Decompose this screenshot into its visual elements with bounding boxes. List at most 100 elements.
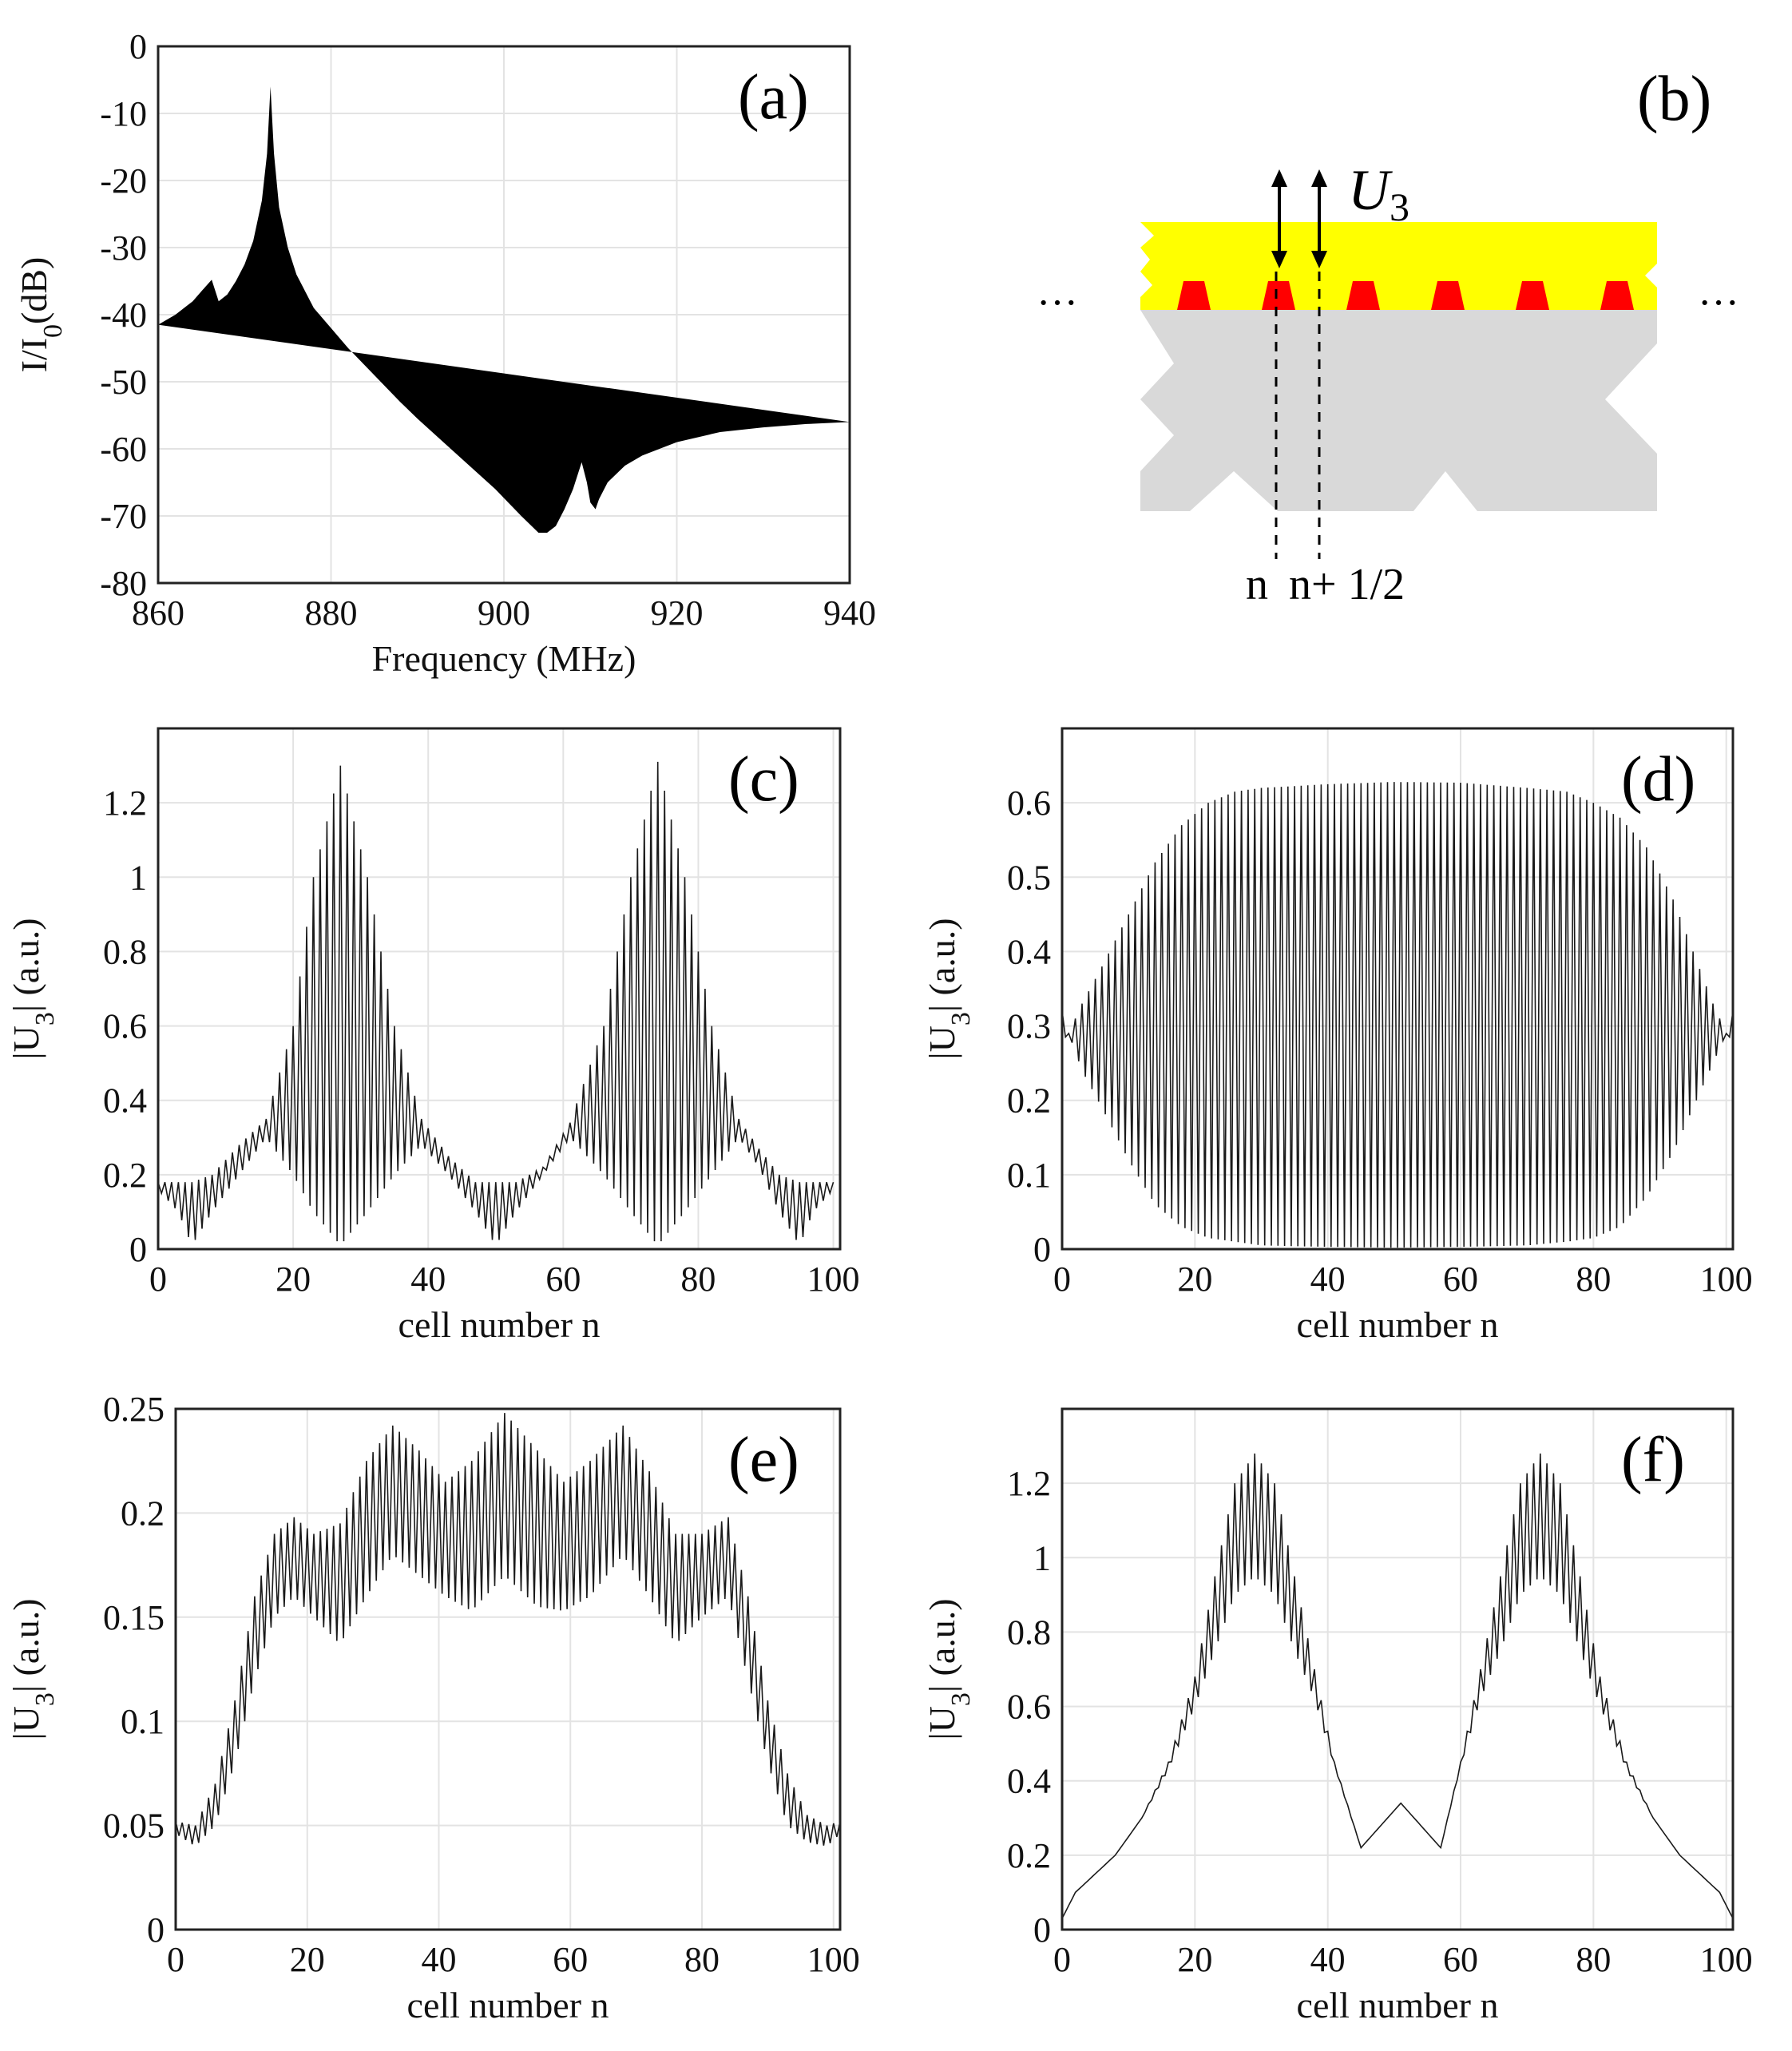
x-tick-label: 940 xyxy=(823,593,876,633)
y-tick-label: 1 xyxy=(1033,1538,1051,1577)
label-n: n xyxy=(1246,560,1268,609)
panel-c-series-line xyxy=(157,761,835,1242)
panel-d-y-axis-label: |U3| (a.u.) xyxy=(922,918,976,1059)
x-tick-label: 100 xyxy=(1700,1940,1753,1979)
panel-e-plot-frame xyxy=(174,1407,842,1931)
x-tick-label: 0 xyxy=(1053,1260,1071,1299)
panel-d-series-line xyxy=(1061,782,1734,1248)
y-tick-label: -60 xyxy=(100,430,147,469)
y-tick-label: 0.4 xyxy=(1007,1762,1051,1801)
x-tick-label: 60 xyxy=(553,1940,588,1979)
y-tick-label: -20 xyxy=(100,161,147,200)
y-tick-label: -50 xyxy=(100,363,147,402)
panel-c-x-axis-label: cell number n xyxy=(398,1304,601,1345)
x-tick-label: 20 xyxy=(1177,1260,1212,1299)
piezo-top-layer xyxy=(1140,222,1657,310)
left-ellipsis: ··· xyxy=(1037,280,1078,326)
y-tick-label: -40 xyxy=(100,296,147,335)
x-tick-label: 40 xyxy=(410,1260,446,1299)
panel-f-plot-frame xyxy=(1061,1407,1735,1931)
x-tick-label: 100 xyxy=(1700,1260,1753,1299)
y-tick-label: 0.2 xyxy=(121,1494,165,1533)
electrode xyxy=(1346,281,1380,310)
y-tick-label: 0.4 xyxy=(1007,932,1051,971)
x-tick-label: 880 xyxy=(305,593,358,633)
x-tick-label: 20 xyxy=(290,1940,325,1979)
panel-a-chart: 860 880 900 920 940 0 -10 -20 -30 -40 -50 -60 -70 -8… xyxy=(14,27,876,679)
right-ellipsis: ··· xyxy=(1698,280,1739,326)
panel-a-x-axis-label: Frequency (MHz) xyxy=(372,638,636,679)
panel-c-chart: 0 20 40 60 80 100 0 0.2 0.4 0.6 0.8 1 1.2 cell numbe… xyxy=(6,727,860,1345)
panel-c-y-axis-label: |U3| (a.u.) xyxy=(6,918,60,1059)
x-tick-label: 920 xyxy=(651,593,704,633)
panel-f-x-axis-label: cell number n xyxy=(1297,1985,1499,2025)
x-tick-label: 900 xyxy=(478,593,530,633)
y-tick-label: 0.8 xyxy=(1007,1613,1051,1652)
electrode xyxy=(1262,281,1295,310)
y-tick-label: 0 xyxy=(1033,1230,1051,1269)
y-tick-label: -30 xyxy=(100,228,147,268)
x-tick-label: 0 xyxy=(1053,1940,1071,1979)
panel-d-x-axis-label: cell number n xyxy=(1297,1304,1499,1345)
electrode xyxy=(1600,281,1634,310)
y-tick-label: -80 xyxy=(100,564,147,603)
y-tick-label: 0 xyxy=(129,1230,147,1269)
panel-f-y-axis-label: |U3| (a.u.) xyxy=(922,1598,976,1740)
panel-f-label: (f) xyxy=(1621,1425,1685,1495)
panel-a-y-axis-label: I/I0(dB) xyxy=(14,257,68,373)
y-tick-label: -10 xyxy=(100,94,147,133)
panel-e-series-line xyxy=(175,1413,841,1846)
x-tick-label: 860 xyxy=(132,593,184,633)
panel-f-chart: 0 20 40 60 80 100 0 0.2 0.4 0.6 0.8 1 1.2 cell numbe… xyxy=(922,1407,1753,2025)
y-tick-label: 1.2 xyxy=(103,784,147,823)
panel-d-label: (d) xyxy=(1621,744,1695,815)
panel-c-label: (c) xyxy=(728,744,799,815)
panel-a-label: (a) xyxy=(738,62,809,133)
y-tick-label: 1 xyxy=(129,858,147,897)
displacement-arrow-n xyxy=(1271,169,1287,268)
x-tick-label: 80 xyxy=(684,1940,720,1979)
y-tick-label: 1.2 xyxy=(1007,1464,1051,1503)
x-tick-label: 80 xyxy=(680,1260,716,1299)
panel-c-plot-frame xyxy=(157,727,842,1251)
y-tick-label: 0.8 xyxy=(103,932,147,971)
panel-a-plot-frame xyxy=(157,45,851,585)
electrode xyxy=(1516,281,1549,310)
x-tick-label: 0 xyxy=(149,1260,167,1299)
x-tick-label: 40 xyxy=(1310,1940,1346,1979)
y-tick-label: 0 xyxy=(1033,1910,1051,1950)
y-tick-label: -70 xyxy=(100,497,147,536)
x-tick-label: 80 xyxy=(1576,1940,1611,1979)
x-tick-label: 20 xyxy=(1177,1940,1212,1979)
x-tick-label: 60 xyxy=(545,1260,581,1299)
panel-e-x-axis-label: cell number n xyxy=(407,1985,609,2025)
y-tick-label: 0.15 xyxy=(103,1598,165,1637)
y-tick-label: 0.2 xyxy=(103,1156,147,1195)
electrode-array xyxy=(1177,281,1634,310)
displacement-arrow-n-half xyxy=(1311,169,1327,268)
x-tick-label: 100 xyxy=(807,1940,860,1979)
y-tick-label: 0.4 xyxy=(103,1081,147,1121)
x-tick-label: 60 xyxy=(1443,1260,1478,1299)
panel-b-diagram: U3 ··· ··· n n+ 1/2 (b) xyxy=(1037,64,1739,609)
u3-symbol: U3 xyxy=(1348,158,1409,229)
electrode xyxy=(1431,281,1465,310)
panel-e-chart: 0 20 40 60 80 100 0 0.05 0.1 0.15 0.2 0.25 cell num… xyxy=(6,1390,860,2025)
x-tick-label: 100 xyxy=(807,1260,860,1299)
panel-d-chart: 0 20 40 60 80 100 0 0.1 0.2 0.3 0.4 0.5 0.6 cell num… xyxy=(922,727,1753,1345)
y-tick-label: 0.6 xyxy=(103,1007,147,1046)
y-tick-label: 0 xyxy=(147,1910,165,1950)
substrate-layer xyxy=(1140,310,1657,511)
y-tick-label: 0.2 xyxy=(1007,1081,1051,1121)
panel-e-y-axis-label: |U3| (a.u.) xyxy=(6,1598,60,1740)
x-tick-label: 80 xyxy=(1576,1260,1611,1299)
y-tick-label: 0.6 xyxy=(1007,1688,1051,1727)
panel-d-plot-frame xyxy=(1061,727,1735,1251)
x-tick-label: 40 xyxy=(422,1940,457,1979)
x-tick-label: 0 xyxy=(167,1940,184,1979)
panel-a-series-line xyxy=(158,86,850,533)
electrode xyxy=(1177,281,1211,310)
y-tick-label: 0.3 xyxy=(1007,1007,1051,1046)
y-tick-label: 0.1 xyxy=(1007,1156,1051,1195)
